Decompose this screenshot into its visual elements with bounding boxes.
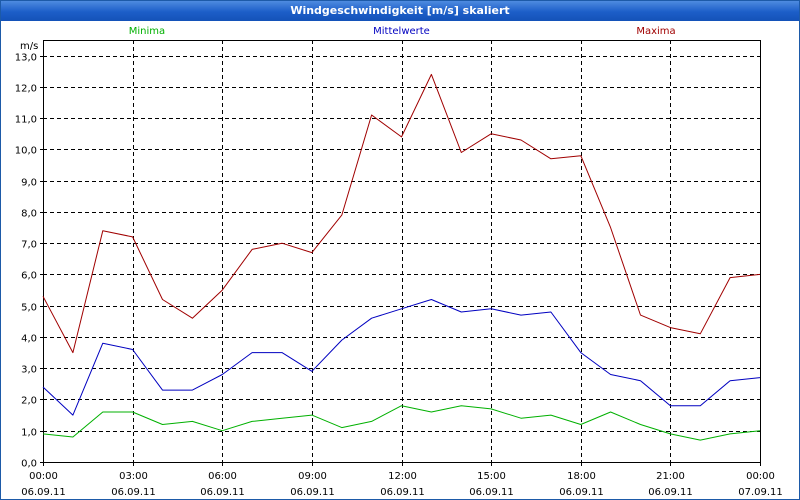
y-tick-label: 9,0 (21, 178, 37, 189)
x-tick-time: 09:00 (298, 471, 327, 482)
y-tick-label: 12,0 (15, 84, 37, 95)
y-tick-label: 0,0 (21, 459, 37, 470)
legend-maxima: Maxima (636, 26, 675, 37)
x-tick-date: 07.09.11 (738, 487, 783, 498)
x-tick-date: 06.09.11 (21, 487, 66, 498)
series-maxima (42, 73, 761, 354)
x-tick-date: 06.09.11 (469, 487, 514, 498)
y-tick-label: 2,0 (21, 396, 37, 407)
y-tick-label: 5,0 (21, 303, 37, 314)
x-tick-date: 06.09.11 (111, 487, 156, 498)
x-tick-time: 00:00 (29, 471, 58, 482)
y-tick-label: 1,0 (21, 428, 37, 439)
x-tick-time: 21:00 (656, 471, 685, 482)
y-tick-label: 3,0 (21, 365, 37, 376)
y-tick-label: 13,0 (15, 53, 37, 64)
x-tick-time: 18:00 (567, 471, 596, 482)
y-tick-label: 10,0 (15, 146, 37, 157)
x-axis: 00:00 06.09.11 03:00 06.09.11 06:00 06.09.11 0… (21, 462, 783, 498)
y-tick-label: 11,0 (15, 115, 37, 126)
window-title: Windgeschwindigkeit [m/s] skaliert (1, 1, 799, 21)
x-tick-time: 15:00 (477, 471, 506, 482)
x-tick-date: 06.09.11 (290, 487, 335, 498)
y-axis-label: m/s (20, 41, 38, 52)
x-tick-time: 03:00 (119, 471, 148, 482)
y-tick-label: 7,0 (21, 240, 37, 251)
x-tick-date: 06.09.11 (200, 487, 245, 498)
series-lines (42, 73, 761, 441)
x-tick-date: 06.09.11 (380, 487, 425, 498)
legend-mittelwerte: Mittelwerte (373, 26, 430, 37)
series-mittelwerte (42, 299, 761, 416)
grid (43, 40, 760, 462)
x-tick-time: 00:00 (746, 471, 775, 482)
legend-minima: Minima (129, 26, 165, 37)
y-axis: 0,0 1,0 2,0 3,0 4,0 5,0 6,0 7,0 8,0 9,0 10,0 11,0 12… (15, 53, 43, 470)
y-tick-label: 6,0 (21, 271, 37, 282)
x-tick-date: 06.09.11 (559, 487, 604, 498)
x-tick-time: 06:00 (208, 471, 237, 482)
legend: Minima Mittelwerte Maxima (129, 26, 676, 37)
series-minima (42, 405, 761, 441)
x-tick-date: 06.09.11 (648, 487, 693, 498)
x-tick-time: 12:00 (388, 471, 417, 482)
y-tick-label: 8,0 (21, 209, 37, 220)
y-tick-label: 4,0 (21, 334, 37, 345)
